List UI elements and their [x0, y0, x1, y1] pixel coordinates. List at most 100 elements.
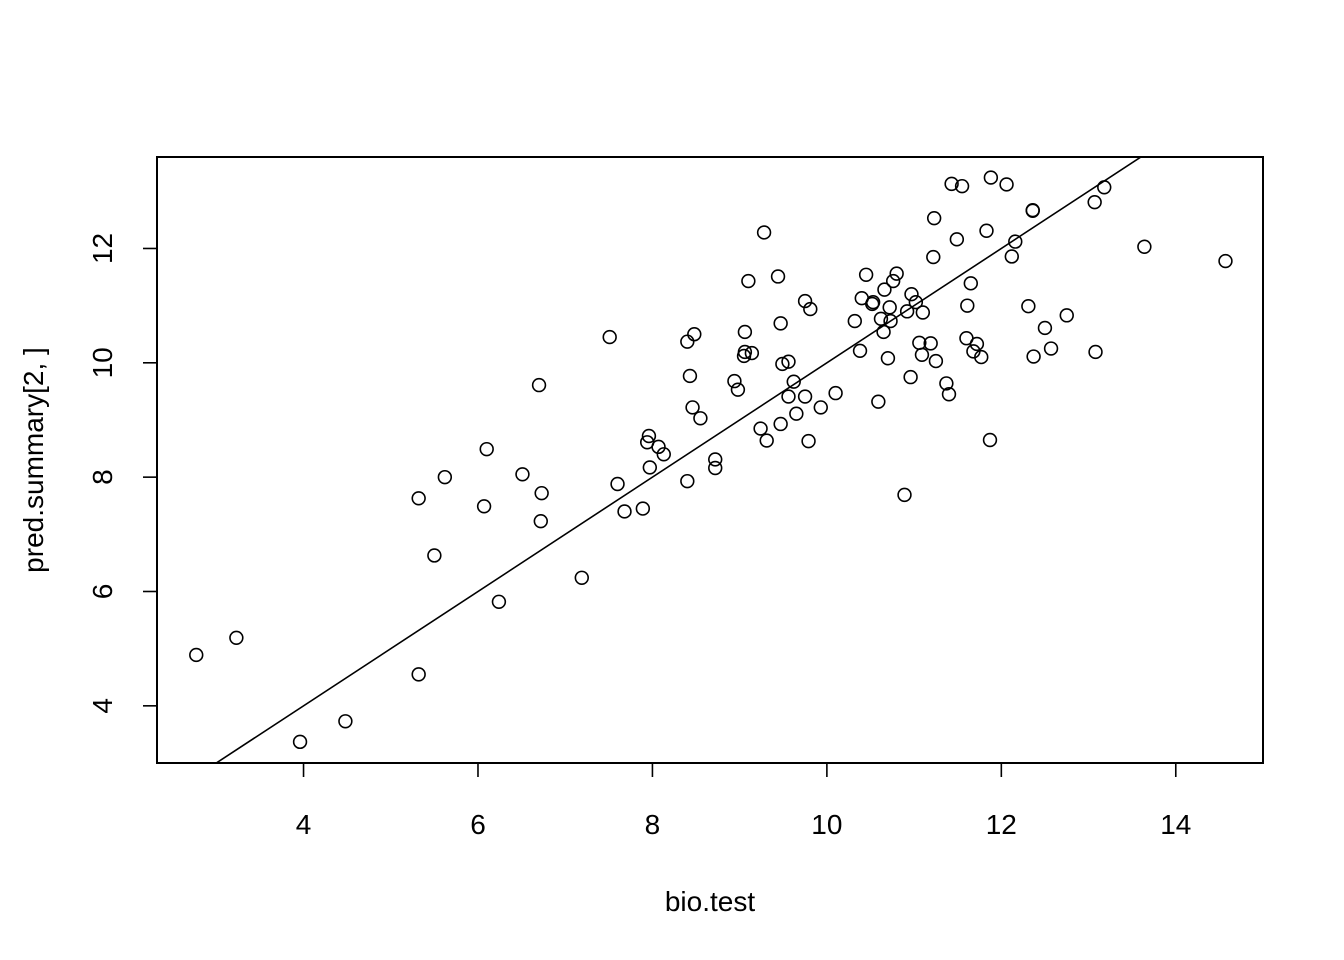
data-point	[877, 282, 892, 297]
data-point	[914, 347, 930, 363]
data-point	[610, 476, 625, 492]
x-tick-label: 12	[986, 809, 1017, 840]
data-point	[926, 210, 942, 226]
x-tick-label: 14	[1160, 809, 1191, 840]
data-point	[533, 513, 548, 529]
data-point	[781, 389, 796, 404]
data-point	[1025, 203, 1040, 218]
data-point	[491, 594, 507, 609]
data-point	[531, 377, 547, 393]
data-point	[889, 266, 904, 281]
data-point	[873, 311, 889, 326]
data-point	[727, 373, 742, 389]
data-point	[770, 269, 786, 284]
data-point	[730, 382, 746, 397]
data-point	[928, 353, 944, 369]
data-point	[737, 324, 753, 340]
data-point	[574, 570, 589, 585]
data-point	[708, 452, 723, 467]
data-point	[693, 411, 708, 426]
y-axis: 4 6 8 10 12	[87, 233, 158, 714]
data-point	[229, 630, 244, 645]
data-point	[635, 501, 651, 516]
data-point	[708, 460, 723, 476]
data-point	[949, 232, 965, 247]
data-point	[759, 433, 774, 448]
y-tick-label: 4	[87, 698, 118, 714]
data-point	[1088, 344, 1103, 360]
data-point	[797, 389, 813, 404]
data-point	[979, 223, 994, 238]
data-point	[944, 176, 959, 192]
plot-area	[189, 157, 1233, 763]
data-point	[801, 433, 816, 449]
data-point	[876, 324, 891, 340]
x-tick-label: 4	[296, 809, 312, 840]
data-point	[1037, 320, 1053, 336]
data-point	[741, 273, 756, 289]
reference-line	[214, 157, 1143, 763]
y-axis-label: pred.summary[2, ]	[18, 347, 49, 573]
data-point	[786, 374, 801, 389]
data-point	[680, 473, 695, 489]
data-point	[882, 300, 897, 315]
data-point	[960, 298, 975, 313]
data-point	[1087, 194, 1102, 210]
data-point	[969, 336, 985, 352]
data-point	[781, 354, 796, 369]
data-point	[954, 178, 970, 194]
y-tick-label: 8	[87, 469, 118, 485]
data-point	[865, 295, 881, 310]
data-point	[411, 491, 426, 506]
data-point	[941, 387, 957, 402]
data-point	[923, 336, 938, 351]
data-point	[427, 548, 442, 563]
data-point	[926, 249, 941, 265]
y-tick-label: 10	[87, 347, 118, 378]
data-point	[437, 469, 453, 485]
data-point	[1043, 341, 1059, 356]
data-point	[982, 432, 998, 448]
data-point	[999, 177, 1014, 192]
data-point	[880, 351, 896, 366]
data-point	[534, 485, 549, 501]
y-tick-label: 12	[87, 233, 118, 264]
data-point	[1218, 253, 1233, 269]
data-point	[904, 287, 919, 302]
data-point	[1137, 239, 1152, 254]
data-point	[803, 301, 818, 317]
x-axis: 4 6 8 10 12 14	[296, 762, 1191, 840]
data-point	[773, 416, 788, 432]
data-point	[411, 667, 426, 682]
data-point	[1004, 249, 1019, 264]
data-point	[852, 343, 868, 359]
data-point	[1008, 234, 1023, 249]
data-point	[789, 406, 804, 421]
data-point	[479, 441, 494, 457]
data-point	[737, 344, 753, 360]
data-point	[983, 170, 999, 185]
data-point	[687, 327, 702, 342]
data-point	[476, 499, 492, 514]
data-point	[685, 400, 700, 415]
data-point	[813, 400, 828, 415]
data-point	[1059, 308, 1074, 323]
data-point	[651, 439, 666, 455]
data-point	[642, 460, 658, 475]
data-point	[641, 428, 657, 444]
data-point	[899, 304, 915, 319]
data-point	[871, 394, 886, 409]
plot-frame	[156, 156, 1264, 764]
data-point	[189, 647, 204, 663]
data-point	[682, 368, 698, 384]
data-point	[292, 734, 308, 750]
data-point	[1097, 180, 1112, 195]
data-point	[744, 345, 760, 361]
data-point	[1026, 349, 1041, 364]
data-point	[885, 273, 901, 289]
data-point	[974, 349, 989, 365]
data-point	[1021, 299, 1036, 314]
x-tick-label: 6	[470, 809, 486, 840]
data-point	[883, 313, 898, 329]
data-point	[756, 225, 772, 240]
